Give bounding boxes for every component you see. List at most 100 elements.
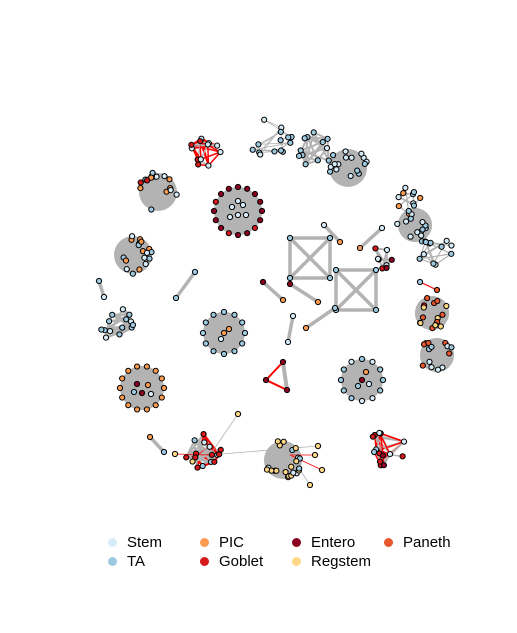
node — [200, 430, 207, 438]
node — [220, 329, 228, 337]
edge — [174, 453, 211, 456]
node — [424, 295, 431, 302]
node — [285, 134, 292, 141]
legend-label-stem: Stem — [127, 534, 163, 551]
legend: Stem TA PIC Goblet Entero Regstem Paneth — [108, 534, 488, 574]
node — [331, 304, 339, 312]
edge — [132, 257, 146, 275]
node — [306, 481, 314, 489]
node — [400, 438, 408, 445]
node — [119, 394, 126, 401]
node — [146, 433, 154, 441]
node — [249, 146, 256, 153]
node — [337, 376, 345, 384]
node — [358, 355, 366, 363]
edge — [288, 236, 332, 280]
node — [143, 406, 150, 413]
edge — [396, 221, 424, 225]
legend-label-regstem: Regstem — [311, 553, 372, 570]
node — [158, 375, 165, 382]
node — [244, 230, 251, 237]
node — [314, 157, 321, 164]
node — [372, 266, 380, 274]
node — [448, 344, 455, 351]
edge — [422, 343, 425, 367]
node — [295, 152, 303, 160]
node — [239, 201, 247, 209]
node — [134, 363, 141, 370]
node — [251, 224, 259, 232]
node — [257, 151, 264, 158]
node — [171, 450, 179, 458]
node — [419, 218, 426, 226]
node — [172, 294, 180, 302]
edge — [312, 131, 330, 162]
node — [354, 382, 362, 390]
node — [410, 189, 418, 196]
node — [134, 406, 141, 413]
edge — [344, 150, 358, 172]
node — [287, 139, 294, 146]
node — [119, 375, 126, 382]
node — [195, 161, 202, 168]
edge — [146, 179, 172, 191]
node — [400, 189, 407, 197]
node — [419, 226, 426, 233]
node — [259, 278, 267, 286]
node — [206, 443, 213, 450]
edge — [329, 170, 352, 177]
edge — [304, 306, 337, 330]
node — [325, 157, 332, 164]
legend-item-goblet: Goblet — [200, 553, 263, 570]
node — [257, 198, 264, 205]
node — [358, 397, 366, 405]
node — [122, 257, 130, 264]
node — [414, 229, 421, 236]
legend-label-paneth: Paneth — [403, 534, 451, 551]
node — [439, 311, 446, 318]
node — [141, 254, 148, 261]
node — [201, 439, 208, 446]
node — [358, 150, 365, 157]
legend-item-pic: PIC — [200, 534, 244, 551]
edge — [150, 175, 156, 211]
node — [160, 384, 168, 392]
node — [377, 366, 384, 373]
node — [348, 154, 355, 161]
node — [152, 402, 159, 409]
node — [167, 186, 174, 194]
edge — [434, 253, 452, 266]
node — [310, 129, 317, 136]
node — [208, 451, 216, 459]
edge — [200, 151, 222, 161]
edge — [419, 253, 452, 260]
node — [95, 277, 103, 285]
node — [314, 298, 322, 306]
node — [410, 202, 418, 209]
node — [282, 468, 289, 476]
node — [386, 451, 394, 458]
node — [234, 183, 242, 191]
node — [419, 362, 426, 369]
node — [377, 387, 384, 394]
node — [125, 402, 132, 409]
node — [138, 389, 146, 397]
edge — [207, 143, 210, 167]
node — [332, 266, 340, 274]
node — [283, 386, 291, 394]
node — [376, 429, 383, 437]
node — [147, 390, 155, 398]
edge — [419, 281, 438, 291]
node — [417, 319, 424, 327]
legend-item-stem: Stem — [108, 534, 162, 551]
node — [333, 166, 340, 173]
node — [342, 154, 350, 161]
node — [290, 469, 297, 476]
node — [123, 266, 130, 273]
cluster-hub — [120, 366, 164, 410]
node — [231, 311, 238, 318]
node — [125, 367, 132, 374]
legend-label-ta: TA — [127, 553, 146, 570]
node — [347, 172, 354, 180]
edge — [286, 314, 295, 344]
